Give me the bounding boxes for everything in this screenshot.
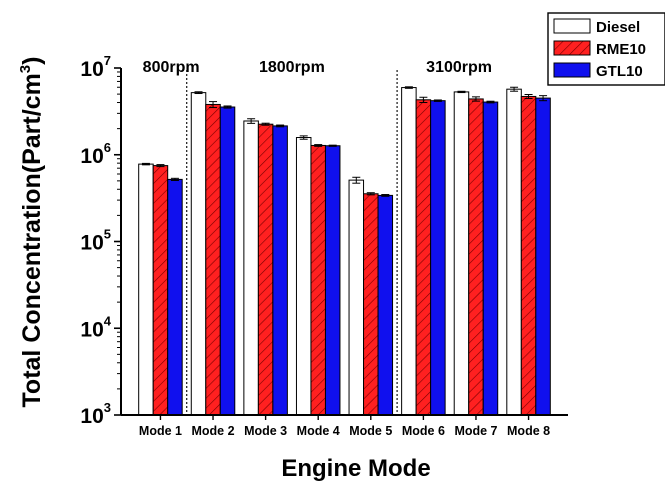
bar-rme10-3 xyxy=(257,123,274,416)
bar-gtl10-6 xyxy=(430,100,446,416)
legend-swatch-rme10 xyxy=(553,40,591,56)
bars xyxy=(138,86,551,416)
bar-rme10-2 xyxy=(205,103,221,416)
bar-rme10-7 xyxy=(468,98,484,416)
bar-gtl10-5 xyxy=(377,194,394,416)
axes xyxy=(120,68,568,416)
bar-gtl10-7 xyxy=(482,101,499,416)
y-tick-label-base: 10 xyxy=(80,405,103,428)
bar-gtl10-8 xyxy=(535,97,551,416)
y-tick-label-base: 10 xyxy=(80,232,103,255)
annotations: 800rpm 1800rpm 3100rpm xyxy=(143,59,492,415)
y-tick-label: 103 xyxy=(80,400,111,428)
bar-gtl10-3 xyxy=(272,125,288,416)
bar-gtl10-1 xyxy=(167,178,183,416)
y-tick-label: 106 xyxy=(80,140,111,168)
y-axis-title: Total Concentration(Part/cm3) xyxy=(17,57,46,408)
bar-diesel-4 xyxy=(295,137,312,416)
y-tick-label-base: 10 xyxy=(80,58,103,81)
y-axis-title-superscript: 3 xyxy=(17,65,34,73)
group-label-800rpm: 800rpm xyxy=(143,59,200,76)
y-tick-label-exponent: 3 xyxy=(104,400,111,415)
y-tick-label: 104 xyxy=(80,313,111,341)
y-axis-title-text: Total Concentration(Part/cm xyxy=(18,73,46,407)
x-tick-label: Mode 2 xyxy=(191,424,234,438)
y-tick-label-exponent: 4 xyxy=(104,313,112,328)
bar-diesel-6 xyxy=(401,87,417,416)
x-tick-label: Mode 3 xyxy=(244,424,287,438)
x-tick-label: Mode 6 xyxy=(402,424,445,438)
bar-rme10-1 xyxy=(152,165,169,416)
y-tick-label-exponent: 5 xyxy=(104,227,111,242)
y-tick-label-base: 10 xyxy=(80,318,103,341)
bar-rme10-6 xyxy=(415,99,432,416)
legend-label-gtl10: GTL10 xyxy=(596,63,643,80)
bar-rme10-8 xyxy=(520,95,537,416)
y-tick-label: 105 xyxy=(80,227,111,255)
x-axis-categories: Mode 1 Mode 2 Mode 3 Mode 4 Mode 5 Mode 6 Mode… xyxy=(139,415,550,438)
bar-rme10-5 xyxy=(363,193,379,416)
x-tick-label: Mode 1 xyxy=(139,424,182,438)
x-tick-label: Mode 7 xyxy=(454,424,497,438)
bar-rme10-4 xyxy=(310,144,326,416)
bar-diesel-8 xyxy=(506,88,522,416)
y-axis-title-close: ) xyxy=(18,57,46,65)
bar-gtl10-4 xyxy=(324,145,341,416)
x-tick-label: Mode 4 xyxy=(297,424,340,438)
y-tick-label-exponent: 6 xyxy=(104,140,111,155)
legend-swatch-diesel xyxy=(553,18,591,34)
x-tick-label: Mode 5 xyxy=(349,424,392,438)
group-label-1800rpm: 1800rpm xyxy=(259,59,325,76)
y-tick-label: 107 xyxy=(80,53,111,81)
y-tick-label-exponent: 7 xyxy=(104,53,111,68)
x-axis-title: Engine Mode xyxy=(281,455,430,482)
bar-diesel-2 xyxy=(190,92,207,416)
bar-diesel-5 xyxy=(348,179,365,416)
legend-swatch-gtl10 xyxy=(553,62,591,78)
bar-diesel-1 xyxy=(138,163,154,416)
legend: Diesel RME10 GTL10 xyxy=(547,12,665,86)
legend-label-rme10: RME10 xyxy=(596,41,646,58)
bar-gtl10-2 xyxy=(219,106,236,416)
group-label-3100rpm: 3100rpm xyxy=(426,59,492,76)
x-tick-label: Mode 8 xyxy=(507,424,550,438)
legend-label-diesel: Diesel xyxy=(596,19,640,36)
y-tick-label-base: 10 xyxy=(80,145,103,168)
bar-diesel-7 xyxy=(453,91,470,416)
bar-diesel-3 xyxy=(243,120,259,416)
